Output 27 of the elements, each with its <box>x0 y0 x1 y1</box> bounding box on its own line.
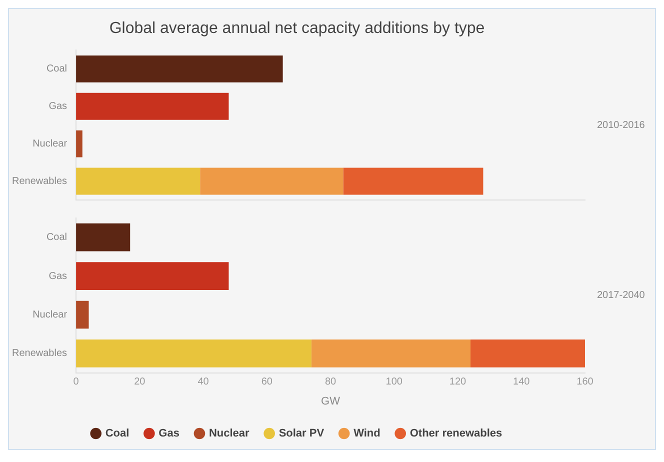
x-tick-label: 40 <box>198 376 210 388</box>
legend-label: Wind <box>354 428 380 440</box>
x-tick-label: 160 <box>576 376 594 388</box>
y-tick-label: Coal <box>46 64 68 75</box>
x-tick-label: 140 <box>513 376 530 388</box>
legend-label: Coal <box>105 428 130 440</box>
y-tick-label: Renewables <box>12 176 68 188</box>
y-tick-label: Gas <box>48 270 68 282</box>
text: 2010-2016 <box>597 120 646 131</box>
y-tick-label: Renewables <box>12 348 68 360</box>
x-tick-label: 60 <box>261 376 273 388</box>
y-tick-label: Coal <box>46 232 68 244</box>
x-axis-title: GW <box>321 395 341 408</box>
legend-label: Other renewables <box>410 428 502 440</box>
legend-label: Gas <box>158 428 180 440</box>
legend-label: Nuclear <box>208 428 250 440</box>
y-tick-label: Gas <box>48 101 68 112</box>
x-tick-label: 100 <box>386 376 403 388</box>
x-tick-label: 20 <box>134 376 146 388</box>
x-tick-label: 80 <box>324 376 337 388</box>
x-tick-label: 0 <box>73 376 80 388</box>
chart-title: Global average annual net capacity additions by type <box>109 20 485 38</box>
y-tick-label: Nuclear <box>32 310 68 320</box>
y-tick-label: Nuclear <box>32 138 68 150</box>
x-tick-label: 120 <box>449 376 467 388</box>
legend-label: Solar PV <box>278 428 325 440</box>
text: 2017-2040 <box>597 290 646 302</box>
